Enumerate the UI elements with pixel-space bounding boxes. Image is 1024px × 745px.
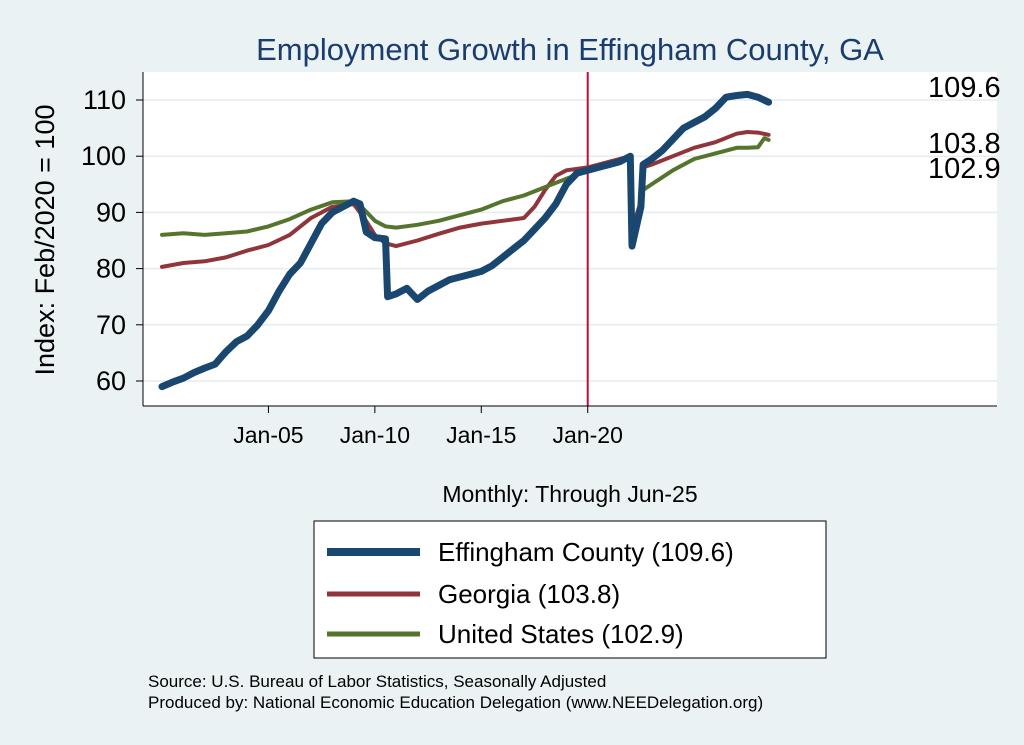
x-tick-label-Jan-20: Jan-20 <box>553 422 623 448</box>
end-label-effingham-county: 109.6 <box>928 72 1001 104</box>
gridlines <box>143 99 997 382</box>
end-label-georgia: 103.8 <box>928 128 1001 160</box>
produced-by-note: Produced by: National Economic Education… <box>148 693 764 712</box>
legend-label-effingham-county: Effingham County (109.6) <box>438 537 734 567</box>
y-tick-label-100: 100 <box>81 141 126 171</box>
series-line-georgia <box>160 130 771 269</box>
end-label-united-states: 102.9 <box>928 153 1001 185</box>
x-tick-label-Jan-15: Jan-15 <box>446 422 516 448</box>
x-tick-label-Jan-10: Jan-10 <box>340 422 410 448</box>
y-tick-label-80: 80 <box>96 254 126 284</box>
series-line-effingham-county <box>158 90 773 391</box>
y-tick-label-110: 110 <box>83 85 126 115</box>
series-line-united-states <box>160 136 771 243</box>
y-tick-label-90: 90 <box>96 197 126 227</box>
y-ticks: 60 70 80 90 100 110 <box>81 85 143 396</box>
legend-label-georgia: Georgia (103.8) <box>438 579 620 609</box>
y-tick-label-60: 60 <box>96 366 126 396</box>
legend-label-united-states: United States (102.9) <box>438 619 684 649</box>
legend: Effingham County (109.6) Georgia (103.8) U… <box>313 520 827 659</box>
source-note: Source: U.S. Bureau of Labor Statistics,… <box>148 672 607 691</box>
plot-area <box>143 72 997 406</box>
x-tick-label-Jan-05: Jan-05 <box>233 422 303 448</box>
chart-title: Employment Growth in Effingham County, G… <box>256 32 884 67</box>
x-axis-label: Monthly: Through Jun-25 <box>442 481 697 507</box>
y-tick-label-70: 70 <box>96 310 126 340</box>
series-group <box>158 90 773 391</box>
y-axis-label: Index: Feb/2020 = 100 <box>30 105 60 376</box>
x-ticks: Jan-05 Jan-10 Jan-15 Jan-20 <box>233 406 623 448</box>
